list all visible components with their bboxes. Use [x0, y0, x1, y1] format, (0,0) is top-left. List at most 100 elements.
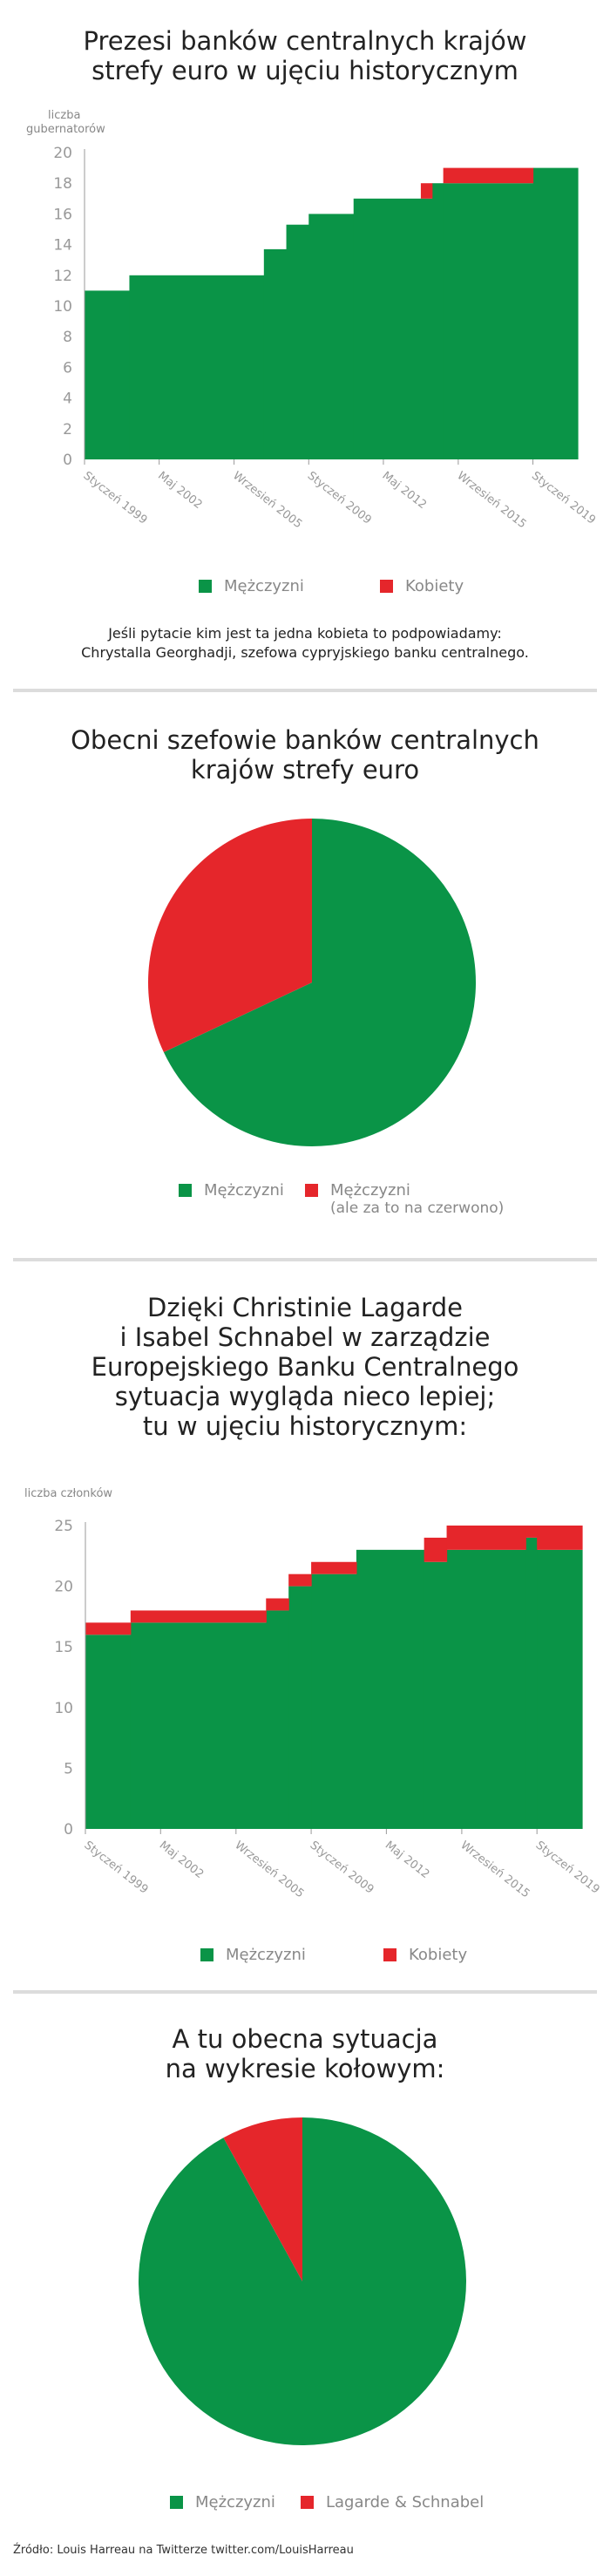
chart3-title-line: sytuacja wygląda nieco lepiej;: [114, 1382, 496, 1411]
legend-swatch: [200, 1948, 214, 1961]
chart1-title-line: strefy euro w ujęciu historycznym: [92, 56, 518, 85]
chart4-legend: Mężczyzni Lagarde & Schnabel: [0, 2493, 610, 2519]
legend-label: Mężczyzni: [330, 1181, 410, 1200]
legend-swatch: [179, 1184, 192, 1197]
area-step-men: [532, 167, 579, 459]
area-step-men: [420, 198, 433, 460]
area-step-men: [443, 183, 534, 459]
x-tick-label: Wrzesień 2005: [232, 1839, 306, 1900]
chart4-pie-chart: [138, 2117, 466, 2445]
chart2-title-line: Obecni szefowie banków centralnych: [71, 725, 539, 755]
chart4-title: A tu obecna sytuacja na wykresie kołowym…: [0, 2024, 610, 2083]
section-divider: [13, 1258, 597, 1261]
y-tick-label: 20: [53, 145, 72, 162]
chart3-title-line: Dzięki Christinie Lagarde: [147, 1293, 463, 1322]
area-step-women: [311, 1561, 357, 1574]
chart1-note-line: Chrystalla Georghadji, szefowa cypryjski…: [81, 644, 529, 661]
area-step-men: [525, 1537, 538, 1829]
area-step-women: [443, 167, 534, 184]
legend-item: Mężczyzni: [199, 577, 304, 595]
y-tick-label: 10: [53, 298, 72, 316]
area-step-men: [85, 1635, 132, 1829]
chart1-area-chart: 0 2 4 6 8 10 12 14 16 18 20 Styczeń 1999 Maj 2002 Wrz…: [53, 145, 598, 531]
legend-swatch: [380, 580, 393, 593]
pie-slice-red: [147, 819, 312, 1053]
legend-item: Kobiety: [383, 1946, 467, 1964]
y-tick-label: 5: [64, 1760, 73, 1777]
legend-sublabel: (ale za to na czerwono): [330, 1200, 505, 1217]
x-tick-label: Maj 2012: [383, 1839, 432, 1881]
chart1-ylabel-line: gubernatorów: [26, 123, 105, 136]
area-step-men: [424, 1561, 448, 1829]
chart3-title-line: i Isabel Schnabel w zarządzie: [119, 1322, 491, 1352]
x-tick-label: Wrzesień 2005: [230, 469, 304, 531]
area-step-men: [311, 1573, 357, 1829]
chart3-ylabel: liczba członków: [24, 1487, 112, 1501]
chart2-legend: Mężczyzni Mężczyzni (ale za to na czerwon…: [0, 1181, 610, 1234]
y-tick-label: 15: [54, 1639, 73, 1656]
chart2-pie-chart: [147, 819, 476, 1146]
x-tick-label: Styczeń 2009: [305, 469, 374, 527]
area-step-men: [356, 1549, 425, 1829]
legend-item: Lagarde & Schnabel: [301, 2493, 484, 2511]
section-divider: [13, 689, 597, 692]
chart3-area-chart: 0 5 10 15 20 25 Styczeń 1999 Maj 2002 Wrzesień 2…: [54, 1518, 602, 1900]
y-tick-label: 8: [63, 329, 72, 346]
y-tick-label: 0: [64, 1821, 73, 1839]
area-step-men: [353, 198, 422, 460]
pie-slice-men: [138, 2117, 466, 2445]
chart1-legend: Mężczyzni Kobiety: [0, 577, 610, 603]
chart2-title-line: krajów strefy euro: [190, 755, 420, 785]
area-step-women: [424, 1537, 448, 1562]
source-credit: Źródło: Louis Harreau na Twitterze twitt…: [13, 2544, 354, 2557]
legend-label: Mężczyzni: [224, 577, 304, 595]
chart4-title-line: A tu obecna sytuacja: [172, 2024, 438, 2054]
legend-item: Mężczyzni: [179, 1181, 284, 1200]
area-step-women: [85, 1622, 132, 1635]
area-step-men: [263, 248, 288, 459]
y-tick-label: 16: [53, 206, 72, 223]
x-tick-label: Wrzesień 2015: [458, 1839, 532, 1900]
legend-label: Lagarde & Schnabel: [326, 2493, 485, 2511]
x-tick-label: Maj 2002: [157, 1839, 207, 1881]
area-step-men: [129, 275, 265, 459]
y-tick-label: 18: [53, 175, 72, 193]
area-step-men: [85, 290, 131, 459]
y-tick-label: 10: [54, 1700, 73, 1717]
legend-item: Mężczyzni: [200, 1946, 306, 1964]
legend-swatch: [170, 2496, 183, 2509]
area-step-women: [130, 1610, 267, 1623]
y-tick-label: 6: [63, 359, 72, 377]
area-step-men: [130, 1622, 267, 1829]
y-tick-label: 14: [53, 237, 72, 255]
legend-label: Mężczyzni: [226, 1946, 306, 1964]
chart1-note: Jeśli pytacie kim jest ta jedna kobieta …: [0, 624, 610, 663]
chart4-title-line: na wykresie kołowym:: [165, 2054, 445, 2083]
area-step-women: [537, 1526, 583, 1550]
y-tick-label: 12: [53, 268, 72, 285]
area-step-men: [266, 1610, 289, 1829]
legend-label: Kobiety: [409, 1946, 468, 1964]
legend-label: Mężczyzni: [204, 1181, 284, 1200]
chart3-title-line: Europejskiego Banku Centralnego: [91, 1352, 519, 1382]
legend-swatch: [199, 580, 212, 593]
area-step-women: [266, 1598, 289, 1611]
x-tick-label: Styczeń 2019: [533, 1839, 602, 1896]
y-tick-label: 20: [54, 1579, 73, 1596]
area-step-women: [288, 1573, 312, 1587]
x-tick-label: Styczeń 1999: [81, 469, 150, 527]
chart1-title-line: Prezesi banków centralnych krajów: [83, 26, 527, 56]
legend-item: Kobiety: [380, 577, 464, 595]
chart3-ylabel-line: liczba członków: [24, 1487, 113, 1500]
area-step-women: [420, 183, 433, 199]
legend-item: Mężczyzni: [170, 2493, 275, 2511]
legend-swatch: [305, 1184, 318, 1197]
y-tick-label: 25: [54, 1518, 73, 1535]
pie-slice-red: [223, 2117, 302, 2281]
legend-item: Mężczyzni (ale za to na czerwono): [305, 1181, 504, 1217]
chart3-title-line: tu w ujęciu historycznym:: [142, 1411, 468, 1441]
x-tick-label: Maj 2012: [379, 469, 429, 512]
legend-label: Kobiety: [405, 577, 464, 595]
legend-swatch: [301, 2496, 314, 2509]
legend-label: Mężczyzni: [195, 2493, 275, 2511]
